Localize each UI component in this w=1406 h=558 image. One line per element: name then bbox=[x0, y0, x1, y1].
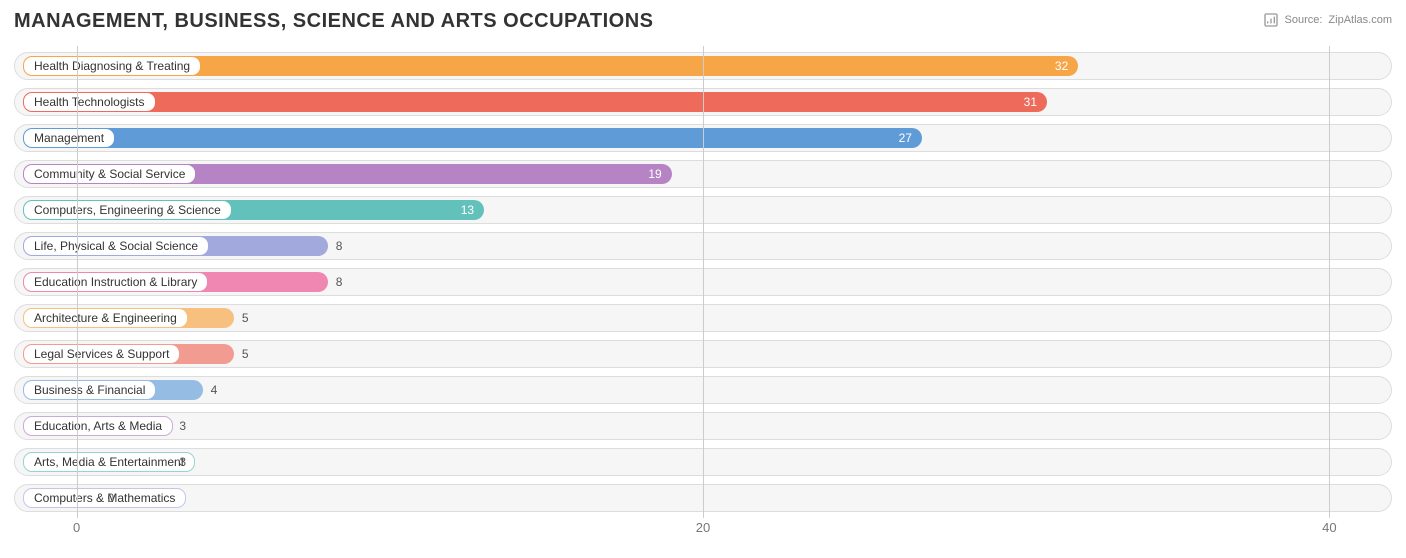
x-axis: 0 20 40 bbox=[14, 518, 1392, 540]
bar bbox=[83, 92, 1047, 112]
category-label: Education Instruction & Library bbox=[23, 272, 208, 292]
chart-title: MANAGEMENT, BUSINESS, SCIENCE AND ARTS O… bbox=[14, 10, 653, 33]
value-label: 19 bbox=[648, 167, 661, 181]
bar bbox=[83, 56, 1078, 76]
category-label: Architecture & Engineering bbox=[23, 308, 188, 328]
source-attribution: Source: ZipAtlas.com bbox=[1263, 12, 1393, 28]
category-label: Health Diagnosing & Treating bbox=[23, 56, 201, 76]
category-label: Computers, Engineering & Science bbox=[23, 200, 232, 220]
category-label: Management bbox=[23, 128, 115, 148]
value-label: 0 bbox=[108, 491, 115, 505]
value-label: 27 bbox=[899, 131, 912, 145]
value-label: 5 bbox=[242, 311, 249, 325]
category-label: Arts, Media & Entertainment bbox=[23, 452, 195, 472]
category-label: Community & Social Service bbox=[23, 164, 196, 184]
category-label: Business & Financial bbox=[23, 380, 156, 400]
source-name: ZipAtlas.com bbox=[1328, 14, 1392, 26]
gridline bbox=[1329, 46, 1330, 518]
plot: Health Diagnosing & Treating 32 Health Tec… bbox=[14, 46, 1392, 540]
value-label: 32 bbox=[1055, 59, 1068, 73]
value-label: 4 bbox=[211, 383, 218, 397]
category-label: Education, Arts & Media bbox=[23, 416, 173, 436]
bar bbox=[83, 128, 922, 148]
value-label: 8 bbox=[336, 239, 343, 253]
value-label: 13 bbox=[461, 203, 474, 217]
value-label: 5 bbox=[242, 347, 249, 361]
category-label: Computers & Mathematics bbox=[23, 488, 186, 508]
chart-icon bbox=[1263, 12, 1279, 28]
value-label: 31 bbox=[1024, 95, 1037, 109]
category-label: Legal Services & Support bbox=[23, 344, 180, 364]
value-label: 3 bbox=[179, 419, 186, 433]
x-tick: 0 bbox=[73, 520, 80, 535]
category-label: Life, Physical & Social Science bbox=[23, 236, 209, 256]
source-label: Source: bbox=[1285, 14, 1323, 26]
value-label: 3 bbox=[179, 455, 186, 469]
value-label: 8 bbox=[336, 275, 343, 289]
x-tick: 40 bbox=[1322, 520, 1336, 535]
x-tick: 20 bbox=[696, 520, 710, 535]
category-label: Health Technologists bbox=[23, 92, 156, 112]
gridline bbox=[703, 46, 704, 518]
gridline bbox=[77, 46, 78, 518]
chart-area: Health Diagnosing & Treating 32 Health Tec… bbox=[14, 46, 1392, 540]
